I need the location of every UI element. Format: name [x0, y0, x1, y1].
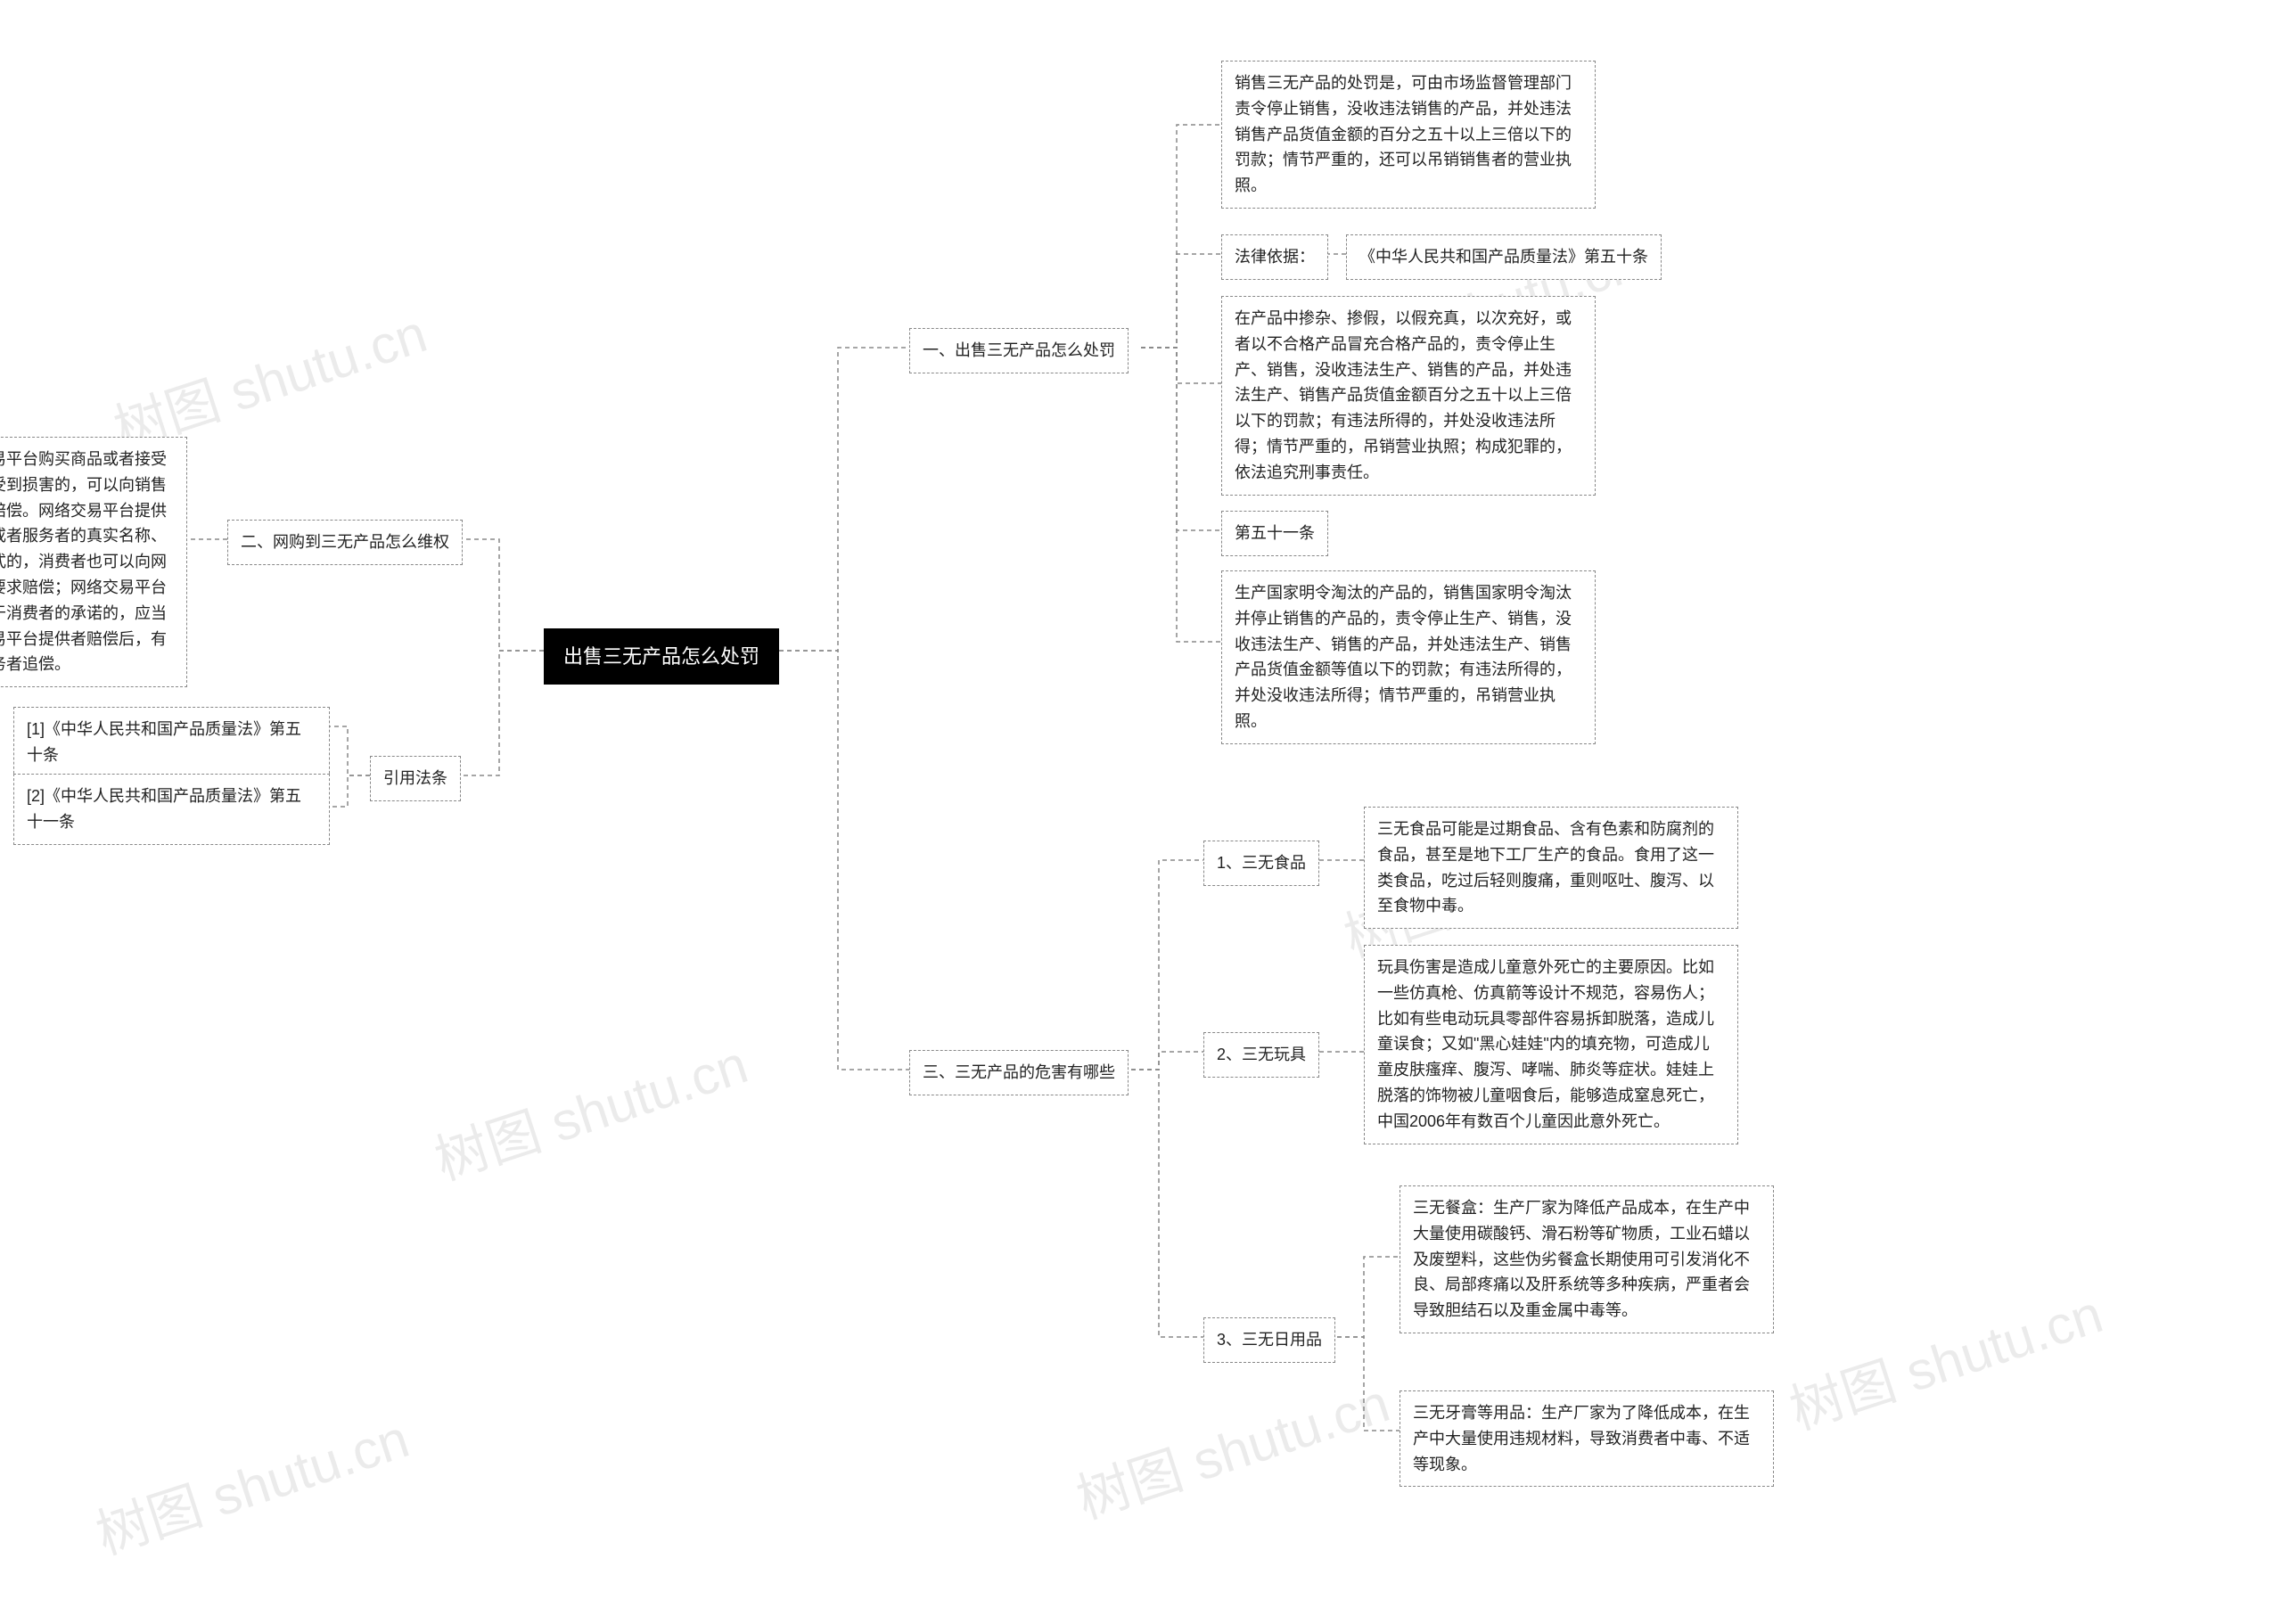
s3-c0-label: 1、三无食品 [1203, 841, 1319, 886]
s3-c2-sub0: 三无餐盒：生产厂家为降低产品成本，在生产中大量使用碳酸钙、滑石粉等矿物质，工业石… [1400, 1185, 1774, 1333]
refs-label: 引用法条 [370, 756, 461, 801]
s3-c2-sub1: 三无牙膏等用品：生产厂家为了降低成本，在生产中大量使用违规材料，导致消费者中毒、… [1400, 1390, 1774, 1487]
s3-c1-label: 2、三无玩具 [1203, 1032, 1319, 1078]
s3-c0-text: 三无食品可能是过期食品、含有色素和防腐剂的食品，甚至是地下工厂生产的食品。食用了… [1364, 807, 1738, 929]
section2-text: 消费者通过网络交易平台购买商品或者接受服务，其合法权益受到损害的，可以向销售者或… [0, 437, 187, 687]
s1-child-0: 销售三无产品的处罚是，可由市场监督管理部门责令停止销售，没收违法销售的产品，并处… [1221, 61, 1596, 209]
s1-child-2: 在产品中掺杂、掺假，以假充真，以次充好，或者以不合格产品冒充合格产品的，责令停止… [1221, 296, 1596, 496]
section2-label: 二、网购到三无产品怎么维权 [227, 520, 463, 565]
refs-item-1: [2]《中华人民共和国产品质量法》第五十一条 [13, 774, 330, 845]
s1-child-4: 生产国家明令淘汰的产品的，销售国家明令淘汰并停止销售的产品的，责令停止生产、销售… [1221, 570, 1596, 744]
section3-label: 三、三无产品的危害有哪些 [909, 1050, 1129, 1095]
watermark: 树图 shutu.cn [1778, 1271, 2111, 1445]
s3-c1-text: 玩具伤害是造成儿童意外死亡的主要原因。比如一些仿真枪、仿真箭等设计不规范，容易伤… [1364, 945, 1738, 1144]
s1-child-3: 第五十一条 [1221, 511, 1328, 556]
s3-c2-label: 3、三无日用品 [1203, 1317, 1335, 1363]
s1-child-1-text: 《中华人民共和国产品质量法》第五十条 [1346, 234, 1662, 280]
section1-label: 一、出售三无产品怎么处罚 [909, 328, 1129, 373]
watermark: 树图 shutu.cn [85, 1396, 417, 1570]
s1-child-1-label: 法律依据： [1221, 234, 1328, 280]
watermark: 树图 shutu.cn [423, 1021, 756, 1195]
connectors [0, 0, 2282, 1624]
refs-item-0: [1]《中华人民共和国产品质量法》第五十条 [13, 707, 330, 778]
watermark: 树图 shutu.cn [1065, 1360, 1398, 1534]
root-node: 出售三无产品怎么处罚 [544, 628, 779, 685]
